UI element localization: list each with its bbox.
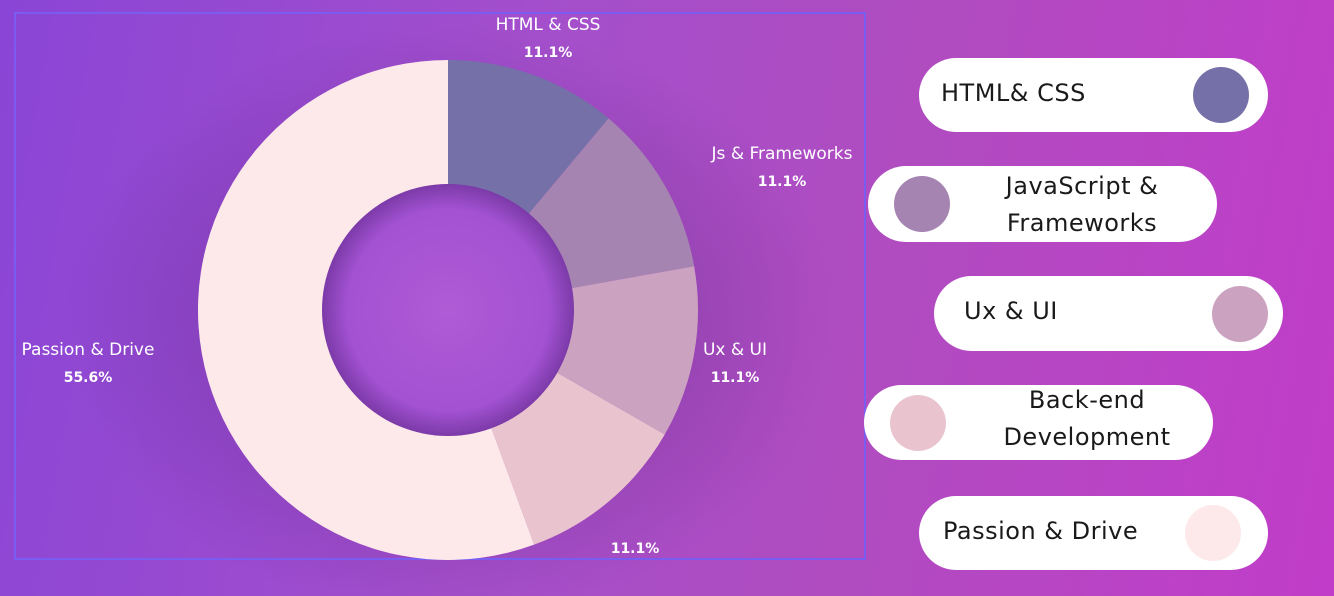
legend-swatch-icon (890, 395, 946, 451)
slice-value-2: 11.1% (711, 370, 760, 386)
slice-value-1: 11.1% (758, 174, 807, 190)
donut-hole (322, 184, 574, 436)
legend-label: Passion & Drive (943, 517, 1139, 545)
slice-label-0: HTML & CSS (496, 15, 601, 35)
legend-swatch-icon (1185, 505, 1241, 561)
slice-label-1: Js & Frameworks (711, 144, 853, 164)
donut-chart: HTML & CSS 11.1% Js & Frameworks 11.1% Ux & … (22, 15, 853, 560)
legend-item-ux-ui: Ux & UI (934, 276, 1283, 351)
legend-item-back-end-development: Back-end Development (864, 385, 1213, 460)
legend-label: JavaScript & Frameworks (1005, 172, 1159, 238)
slice-value-3: 11.1% (611, 541, 660, 557)
legend-label: HTML& CSS (941, 79, 1086, 107)
slice-label-2: Ux & UI (703, 340, 767, 360)
legend-swatch-icon (1193, 67, 1249, 123)
legend-item-html-css: HTML& CSS (919, 58, 1268, 132)
legend-swatch-icon (1212, 286, 1268, 342)
legend-label: Ux & UI (964, 297, 1058, 325)
legend-label: Back-end Development (1003, 386, 1171, 452)
legend-item-javascript-frameworks: JavaScript & Frameworks (868, 166, 1217, 242)
slice-value-4: 55.6% (64, 370, 113, 386)
slice-value-0: 11.1% (524, 45, 573, 61)
legend-item-passion-drive: Passion & Drive (919, 496, 1268, 570)
slice-label-4: Passion & Drive (22, 340, 155, 360)
legend-swatch-icon (894, 176, 950, 232)
